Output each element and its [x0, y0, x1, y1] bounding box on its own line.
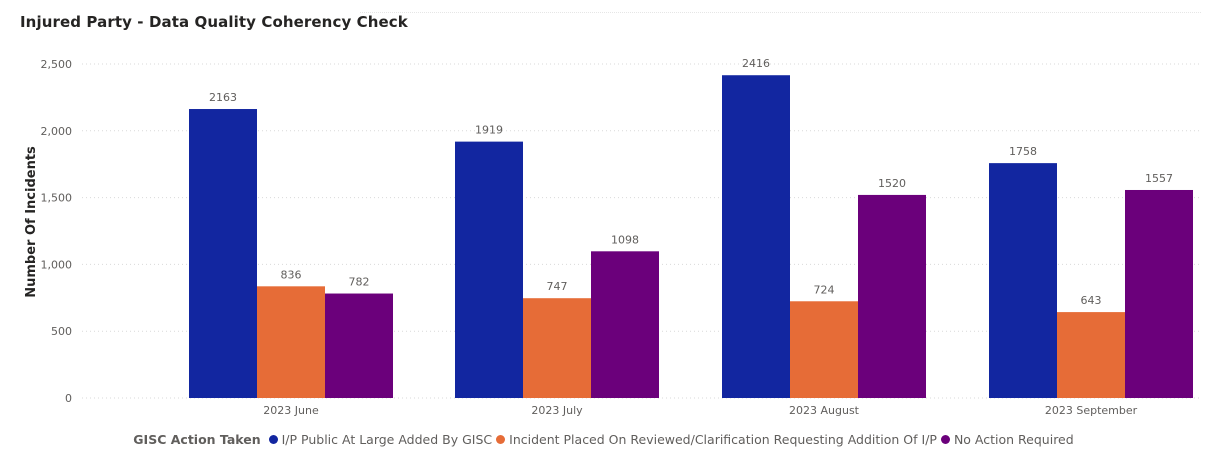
legend-label: No Action Required	[953, 432, 1074, 447]
y-tick-label: 1,000	[41, 258, 73, 271]
y-axis-ticks: 0 500 1,000 1,500 2,000 2,500	[41, 58, 73, 405]
bar[interactable]	[1125, 189, 1193, 398]
data-label: 747	[547, 280, 568, 293]
legend-title: GISC Action Taken	[133, 432, 261, 447]
bar[interactable]	[455, 141, 523, 399]
data-label: 1557	[1145, 172, 1173, 185]
x-tick-label: 2023 September	[1045, 404, 1138, 417]
data-label: 2416	[742, 57, 770, 70]
bars[interactable]	[189, 75, 1193, 399]
legend-marker-no-action	[940, 435, 950, 444]
data-label: 643	[1081, 294, 1102, 307]
bar[interactable]	[189, 109, 257, 399]
legend-label: Incident Placed On Reviewed/Clarificatio…	[509, 432, 937, 447]
x-tick-label: 2023 August	[789, 404, 860, 417]
x-tick-label: 2023 July	[531, 404, 583, 417]
data-label: 1919	[475, 124, 503, 137]
legend: GISC Action Taken I/P Public At Large Ad…	[0, 432, 1211, 447]
y-tick-label: 0	[65, 392, 72, 405]
legend-marker-ip-added	[268, 435, 278, 444]
bar[interactable]	[790, 301, 858, 398]
data-labels: 2163 836 782 1919 747 1098 2416 724 1520 1758 643 1…	[209, 57, 1173, 307]
y-tick-label: 1,500	[41, 192, 73, 205]
legend-item-clarification[interactable]: Incident Placed On Reviewed/Clarificatio…	[496, 432, 937, 447]
bar-chart[interactable]: 0 500 1,000 1,500 2,000 2,500 Number Of Incid…	[0, 0, 1211, 430]
title-divider	[360, 12, 1201, 13]
bar[interactable]	[989, 163, 1057, 398]
data-label: 2163	[209, 91, 237, 104]
data-label: 1098	[611, 233, 639, 246]
legend-item-ip-added[interactable]: I/P Public At Large Added By GISC	[268, 432, 493, 447]
data-label: 1758	[1009, 145, 1037, 158]
bar[interactable]	[325, 293, 393, 398]
y-tick-label: 2,500	[41, 58, 73, 71]
x-tick-label: 2023 June	[263, 404, 319, 417]
legend-marker-clarification	[496, 435, 506, 444]
legend-item-no-action[interactable]: No Action Required	[940, 432, 1074, 447]
data-label: 1520	[878, 177, 906, 190]
bar[interactable]	[257, 286, 325, 398]
y-tick-label: 2,000	[41, 125, 73, 138]
x-axis-ticks: 2023 June 2023 July 2023 August 2023 Septem…	[263, 404, 1137, 417]
bar[interactable]	[591, 251, 659, 398]
y-axis-label: Number Of Incidents	[24, 146, 39, 298]
bar[interactable]	[858, 194, 926, 398]
data-label: 782	[349, 276, 370, 289]
bar[interactable]	[1057, 312, 1125, 398]
bar[interactable]	[523, 298, 591, 398]
legend-label: I/P Public At Large Added By GISC	[281, 432, 493, 447]
bar[interactable]	[722, 75, 790, 398]
data-label: 836	[281, 268, 302, 281]
chart-title: Injured Party - Data Quality Coherency C…	[20, 13, 408, 31]
y-tick-label: 500	[51, 325, 72, 338]
data-label: 724	[814, 283, 835, 296]
